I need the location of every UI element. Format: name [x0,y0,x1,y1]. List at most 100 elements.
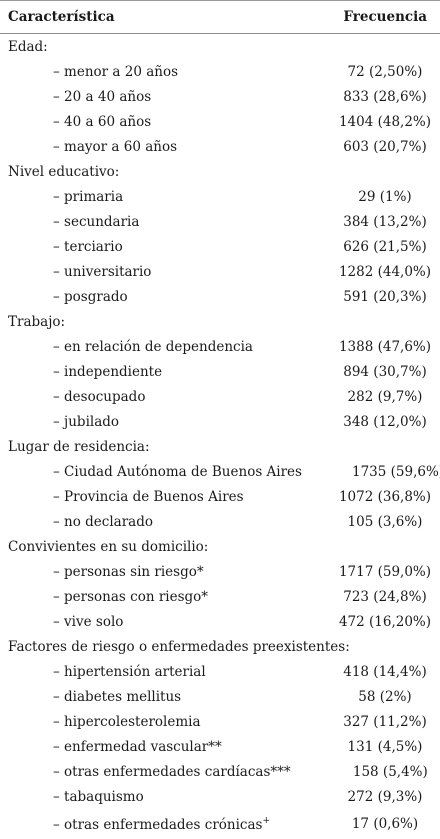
row-label: – terciario [0,239,280,255]
row-label: – personas sin riesgo* [0,564,280,580]
row-value: 626 (21,5%) [343,238,427,255]
row-label: – hipertensión arterial [0,664,280,680]
table-row: – universitario 1282 (44,0%) [0,259,440,284]
row-label-text: – independiente [53,363,163,380]
row-value: 282 (9,7%) [347,388,423,405]
table-row: – 40 a 60 años 1404 (48,2%) [0,109,440,134]
table-row: – terciario 626 (21,5%) [0,234,440,259]
row-label: – menor a 20 años [0,64,280,80]
row-value: 1388 (47,6%) [338,338,432,355]
row-label: – desocupado [0,389,280,405]
table-row: – mayor a 60 años 603 (20,7%) [0,134,440,159]
table-row: – diabetes mellitus 58 (2%) [0,684,440,709]
row-label: – Provincia de Buenos Aires [0,489,280,505]
row-value: 327 (11,2%) [343,713,427,730]
row-label-text: – primaria [53,188,124,205]
row-value: 1282 (44,0%) [338,263,432,280]
header-rule [0,33,440,34]
section-header: Lugar de residencia: [0,434,440,459]
row-label: – Ciudad Autónoma de Buenos Aires [0,464,302,480]
section-title: Factores de riesgo o enfermedades preexi… [8,638,350,655]
header-frecuencia: Frecuencia [343,8,427,25]
row-value: 723 (24,8%) [343,588,427,605]
table-row: – hipertensión arterial 418 (14,4%) [0,659,440,684]
table-row: – no declarado 105 (3,6%) [0,509,440,534]
table-row: – Provincia de Buenos Aires 1072 (36,8%) [0,484,440,509]
row-value: 58 (2%) [358,688,412,705]
row-value: 833 (28,6%) [343,88,427,105]
row-value: 472 (16,20%) [338,613,432,630]
row-label: – vive solo [0,614,280,630]
row-label-text: – jubilado [53,413,120,430]
table-row: – en relación de dependencia 1388 (47,6%) [0,334,440,359]
row-label-text: – mayor a 60 años [53,138,177,155]
table-row: – enfermedad vascular** 131 (4,5%) [0,734,440,759]
table-header: Característica Frecuencia [0,0,440,33]
row-label: – 20 a 40 años [0,89,280,105]
row-label: – 40 a 60 años [0,114,280,130]
row-label: – en relación de dependencia [0,339,280,355]
row-label-text: – universitario [53,263,152,280]
table-top-rule [0,0,440,1]
section-title: Lugar de residencia: [8,438,150,455]
table-row: – primaria 29 (1%) [0,184,440,209]
row-label-text: – secundaria [53,213,140,230]
row-label-text: – no declarado [53,513,153,530]
table-row: – vive solo 472 (16,20%) [0,609,440,634]
table-row: – otras enfermedades crónicas+ 17 (0,6%) [0,809,440,839]
row-label-text: – personas sin riesgo* [53,563,204,580]
row-value: 1717 (59,0%) [338,563,432,580]
row-label-text: – menor a 20 años [53,63,179,80]
section-title: Trabajo: [8,313,66,330]
section-header: Edad: [0,34,440,59]
row-label-text: – personas con riesgo* [53,588,209,605]
row-value: 384 (13,2%) [343,213,427,230]
row-value: 1072 (36,8%) [338,488,432,505]
table-row: – Ciudad Autónoma de Buenos Aires 1735 (5… [0,459,440,484]
row-label-text: – otras enfermedades cardíacas*** [53,763,291,780]
row-label: – diabetes mellitus [0,689,280,705]
row-label-text: – Ciudad Autónoma de Buenos Aires [53,463,302,480]
row-label-text: – vive solo [53,613,124,630]
row-label: – primaria [0,189,280,205]
row-label-text: – tabaquismo [53,788,144,805]
row-label: – hipercolesterolemia [0,714,280,730]
section-header: Nivel educativo: [0,159,440,184]
row-label-text: – posgrado [53,288,128,305]
row-value: 418 (14,4%) [343,663,427,680]
row-value: 1404 (48,2%) [338,113,432,130]
row-value: 348 (12,0%) [343,413,427,430]
row-label: – jubilado [0,414,280,430]
table-row: – tabaquismo 272 (9,3%) [0,784,440,809]
row-label-text: – Provincia de Buenos Aires [53,488,244,505]
table-row: – personas con riesgo* 723 (24,8%) [0,584,440,609]
row-value: 1735 (59,6%) [351,463,440,480]
section-header: Convivientes en su domicilio: [0,534,440,559]
row-label-text: – terciario [53,238,123,255]
row-label-text: – otras enfermedades crónicas [53,816,263,833]
row-label: – enfermedad vascular** [0,739,280,755]
row-label: – otras enfermedades crónicas+ [0,816,280,833]
row-label-text: – enfermedad vascular** [53,738,222,755]
row-label-text: – 20 a 40 años [53,88,152,105]
row-label-text: – desocupado [53,388,146,405]
row-label: – personas con riesgo* [0,589,280,605]
row-label: – universitario [0,264,280,280]
table-row: – menor a 20 años 72 (2,50%) [0,59,440,84]
row-label-text: – 40 a 60 años [53,113,152,130]
row-label: – secundaria [0,214,280,230]
row-label-text: – hipertensión arterial [53,663,206,680]
row-value: 158 (5,4%) [352,763,428,780]
section-header: Trabajo: [0,309,440,334]
table-row: – otras enfermedades cardíacas*** 158 (5,… [0,759,440,784]
row-label: – otras enfermedades cardíacas*** [0,764,291,780]
header-caracteristica: Característica [8,8,115,25]
table-row: – hipercolesterolemia 327 (11,2%) [0,709,440,734]
row-label: – posgrado [0,289,280,305]
section-title: Nivel educativo: [8,163,120,180]
row-value: 131 (4,5%) [347,738,423,755]
row-value: 591 (20,3%) [343,288,427,305]
table-row: – jubilado 348 (12,0%) [0,409,440,434]
row-value: 105 (3,6%) [347,513,423,530]
